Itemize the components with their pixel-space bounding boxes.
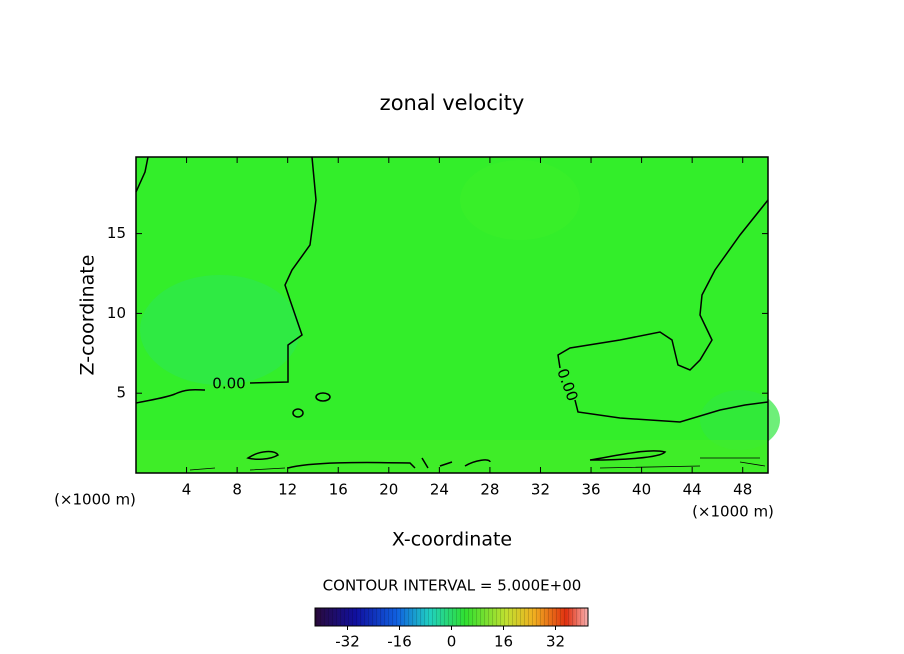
colorbar-stripes xyxy=(315,608,588,626)
contour-line xyxy=(135,388,206,404)
x-tick-label: 16 xyxy=(329,481,348,499)
x-tick-label: 4 xyxy=(182,481,192,499)
contour-label: 0.00 xyxy=(212,375,245,393)
x-tick-label: 40 xyxy=(632,481,651,499)
colorbar-tick-label: 32 xyxy=(546,633,565,651)
field xyxy=(136,157,780,473)
x-axis-label: X-coordinate xyxy=(392,529,512,551)
x-tick-label: 32 xyxy=(531,481,550,499)
x-tick-label: 44 xyxy=(683,481,702,499)
contour-line xyxy=(589,450,667,461)
contour-line xyxy=(249,156,317,384)
contour-interval: CONTOUR INTERVAL = 5.000E+00 xyxy=(323,577,582,595)
contour-line xyxy=(292,408,304,418)
x-tick-label: 28 xyxy=(480,481,499,499)
contour-line xyxy=(189,457,766,471)
contour-line xyxy=(574,399,769,423)
contour-line xyxy=(287,457,491,469)
colorbar-tick-label: -16 xyxy=(387,633,412,651)
x-tick-label: 20 xyxy=(379,481,398,499)
contour-line xyxy=(246,450,280,460)
y-tick-label: 5 xyxy=(116,384,126,402)
contour-line xyxy=(135,156,149,193)
colorbar-tick-label: -32 xyxy=(335,633,360,651)
y-unit-label: (×1000 m) xyxy=(54,491,136,509)
y-tick-label: 10 xyxy=(107,304,126,322)
x-unit-label: (×1000 m) xyxy=(692,503,774,521)
x-tick-label: 36 xyxy=(581,481,600,499)
y-tick-label: 15 xyxy=(107,224,126,242)
contour-line xyxy=(315,392,331,402)
contours: 0.00 0.00 xyxy=(135,156,769,471)
x-tick-label: 48 xyxy=(733,481,752,499)
x-tick-label: 12 xyxy=(278,481,297,499)
x-tick-label: 8 xyxy=(232,481,242,499)
contour-line xyxy=(557,199,769,371)
chart-title: zonal velocity xyxy=(380,91,525,115)
x-tick-label: 24 xyxy=(430,481,449,499)
colorbar-tick-label: 16 xyxy=(494,633,513,651)
y-axis-label: Z-coordinate xyxy=(77,255,99,376)
colorbar-tick-label: 0 xyxy=(447,633,457,651)
plot-frame xyxy=(135,156,769,474)
